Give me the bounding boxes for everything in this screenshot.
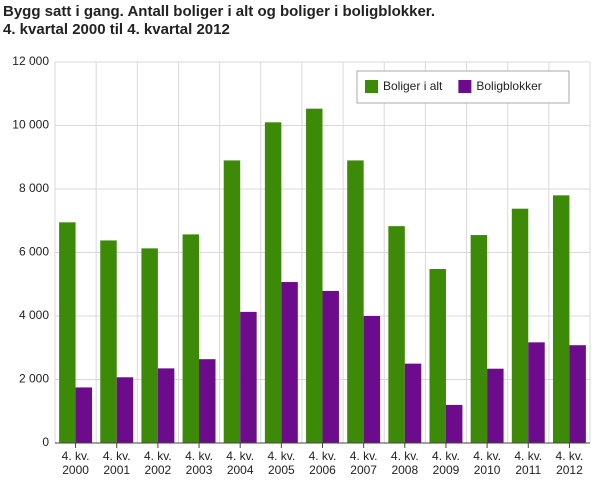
bar (306, 108, 323, 444)
x-tick-label: 4. kv. 2009 (432, 449, 460, 477)
x-tick-label: 4. kv. 2011 (514, 449, 543, 477)
y-tick-label: 8 000 (19, 181, 49, 195)
x-tick-label: 4. kv. 2003 (185, 449, 213, 477)
bar (347, 160, 364, 444)
bar (552, 195, 570, 443)
bar (470, 235, 488, 443)
bar (487, 368, 504, 443)
bar (281, 282, 298, 443)
bar (528, 342, 545, 443)
x-tick-label: 4. kv. 2002 (143, 449, 172, 477)
x-tick-label: 4. kv. 2008 (390, 449, 419, 477)
y-tick-label: 2 000 (19, 372, 49, 386)
bar (116, 377, 134, 443)
y-tick-label: 0 (42, 435, 49, 449)
x-tick-label: 4. kv. 2004 (226, 449, 255, 477)
chart-subtitle: 4. kvartal 2000 til 4. kvartal 2012 (3, 21, 230, 38)
bar (75, 387, 93, 443)
y-tick-label: 10 000 (12, 118, 49, 132)
bar (322, 290, 339, 443)
bar (240, 311, 257, 443)
bar (569, 345, 586, 443)
x-tick-label: 4. kv. 2007 (349, 449, 378, 477)
bar (141, 248, 158, 443)
bar (511, 208, 529, 443)
y-tick-label: 4 000 (19, 308, 49, 322)
bar (223, 160, 241, 444)
bar (100, 240, 117, 443)
x-tick-label: 4. kv. 2010 (473, 449, 501, 477)
y-tick-label: 12 000 (12, 54, 49, 68)
bar (199, 359, 216, 443)
chart-title: Bygg satt i gang. Antall boliger i alt o… (3, 3, 435, 20)
x-tick-label: 4. kv. 2001 (102, 449, 131, 477)
x-tick-label: 4. kv. 2006 (308, 449, 337, 477)
x-tick-label: 4. kv. 2012 (555, 449, 584, 477)
legend-swatch (458, 80, 472, 93)
x-tick-label: 4. kv. 2005 (267, 449, 296, 477)
bar (182, 234, 200, 443)
x-tick-label: 4. kv. 2000 (61, 449, 90, 477)
bar (59, 222, 76, 443)
bar (404, 363, 422, 443)
legend-label: Boliger i alt (383, 79, 443, 93)
bar (264, 122, 282, 443)
bar (388, 226, 405, 443)
y-tick-label: 6 000 (19, 245, 49, 259)
bar (157, 368, 175, 443)
bar (363, 316, 381, 443)
legend-swatch (365, 80, 378, 93)
bar (445, 404, 463, 443)
bar (429, 269, 446, 443)
legend-label: Boligblokker (476, 79, 541, 93)
